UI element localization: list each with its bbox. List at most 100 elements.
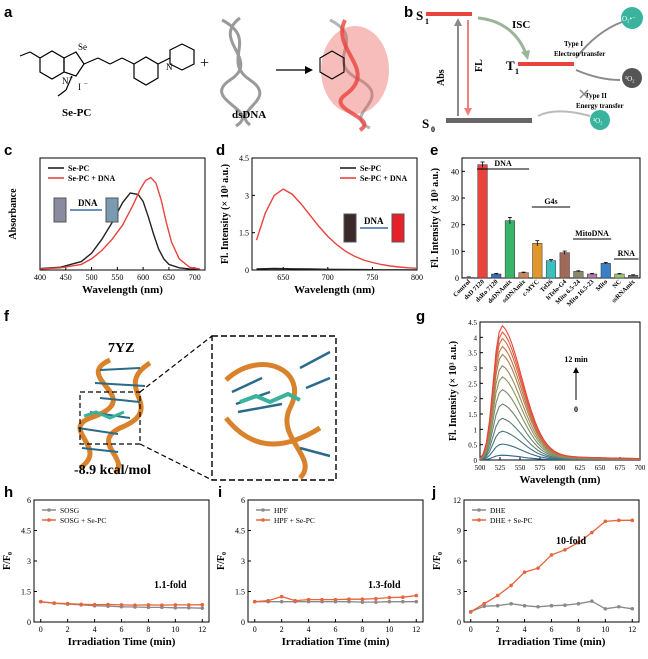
y-axis-label-i: F/F₀ bbox=[216, 552, 227, 570]
panel-label-j: j bbox=[432, 484, 437, 501]
x-tick-label-i: 4 bbox=[307, 625, 311, 634]
data-point-j bbox=[590, 530, 594, 535]
data-point-h bbox=[187, 603, 191, 607]
se-pc-structure bbox=[19, 43, 195, 97]
abs-arrowhead bbox=[454, 18, 462, 26]
bar-e bbox=[600, 263, 611, 279]
charge-plus: + bbox=[69, 74, 73, 82]
y-tick-label-h: 0 bbox=[27, 618, 31, 627]
panel-label-g: g bbox=[416, 308, 426, 325]
legend-label-h: SOSG + Se-PC bbox=[60, 516, 106, 525]
y-tick-label-d: 3 bbox=[245, 191, 249, 200]
y-tick-label-h: 3 bbox=[27, 557, 31, 566]
y-axis-label-d: Fl. Intensity (× 10³ a.u.) bbox=[220, 164, 231, 264]
data-point-h bbox=[92, 602, 97, 607]
spectrum-line-g bbox=[479, 376, 641, 460]
y-tick-label-e: 0 bbox=[455, 274, 459, 283]
x-tick-label-c: 500 bbox=[86, 273, 98, 282]
x-tick-label-i: 0 bbox=[253, 625, 257, 634]
s1-sub: 1 bbox=[425, 17, 429, 26]
y-tick-label-d: 4.5 bbox=[239, 154, 249, 163]
data-point-h bbox=[38, 599, 43, 604]
x-tick-label-g: 500 bbox=[475, 464, 486, 472]
y-tick-label-g: 4.5 bbox=[468, 319, 477, 327]
annotation-top-g: 12 min bbox=[564, 355, 588, 364]
group-label-e: RNA bbox=[618, 249, 636, 258]
y-tick-label-g: 0 bbox=[474, 457, 478, 465]
y-tick-label-h: 6 bbox=[27, 496, 31, 505]
x-tick-label-g: 575 bbox=[535, 464, 546, 472]
data-point-h bbox=[173, 603, 178, 607]
atom-n-plus: N bbox=[62, 76, 69, 86]
group-label-e: G4s bbox=[544, 197, 557, 206]
data-point-j bbox=[590, 599, 594, 603]
data-point-i bbox=[279, 599, 284, 604]
x-tick-label-h: 4 bbox=[93, 625, 97, 634]
panel-label-f: f bbox=[4, 308, 9, 325]
data-point-i bbox=[414, 599, 419, 604]
cuvette-before-icon bbox=[53, 197, 67, 223]
zoom-line-top bbox=[139, 335, 213, 393]
data-point-j bbox=[536, 566, 540, 570]
cross-mark bbox=[579, 89, 589, 99]
binding-energy: -8.9 kcal/mol bbox=[74, 463, 151, 478]
series-line-c bbox=[39, 192, 200, 270]
bar-e bbox=[559, 252, 570, 279]
x-tick-label-d: 750 bbox=[366, 273, 378, 282]
data-point-j bbox=[603, 519, 608, 524]
x-axis-label-d: Wavelength (nm) bbox=[294, 284, 375, 296]
series-line-c bbox=[39, 176, 200, 270]
x-tick-label-d: 800 bbox=[411, 273, 423, 282]
bar-e bbox=[491, 273, 502, 279]
panel-b-jablonski: S 1 S 0 T 1 Abs FL ISC Type I Electron t… bbox=[416, 7, 643, 134]
data-point-i bbox=[401, 595, 405, 599]
bar-e bbox=[518, 272, 529, 279]
x-tick-label-d: 650 bbox=[277, 273, 289, 282]
cuvette-after-icon bbox=[391, 213, 405, 243]
triplet-o2-icon bbox=[590, 110, 610, 130]
series-line-d bbox=[255, 188, 418, 269]
isc-arrowhead bbox=[521, 50, 530, 60]
reaction-arrowhead bbox=[305, 66, 313, 74]
y-tick-label-i: 3 bbox=[241, 557, 245, 566]
x-tick-label-j: 10 bbox=[601, 625, 609, 634]
type2-title: Type II bbox=[585, 92, 607, 100]
x-tick-label-i: 2 bbox=[280, 625, 284, 634]
s1-label: S bbox=[416, 8, 423, 23]
panel-label-a: a bbox=[4, 4, 13, 21]
legend-marker-j bbox=[477, 508, 481, 512]
x-tick-label-h: 0 bbox=[39, 625, 43, 634]
data-point-j bbox=[630, 606, 635, 611]
abs-label: Abs bbox=[436, 69, 447, 86]
bar-e bbox=[614, 273, 625, 279]
t1-level bbox=[518, 62, 574, 66]
x-axis-label-c: Wavelength (nm) bbox=[82, 284, 163, 296]
data-point-j bbox=[603, 606, 608, 611]
type1-arrow bbox=[575, 21, 623, 59]
pdb-label: 7YZ bbox=[108, 341, 134, 356]
legend-label-j: DHE + Se-PC bbox=[490, 516, 533, 525]
dsdna-icon bbox=[220, 16, 262, 128]
y-tick-label-j: 6 bbox=[457, 557, 461, 566]
y-tick-label-i: 6 bbox=[241, 496, 245, 505]
cuvette-before-icon bbox=[343, 213, 357, 243]
data-point-i bbox=[387, 595, 392, 600]
legend-label-c: Se-PC + DNA bbox=[68, 174, 115, 183]
data-point-h bbox=[65, 601, 70, 606]
annotation-bottom-g: 0 bbox=[574, 405, 578, 414]
y-tick-label-g: 1.5 bbox=[468, 411, 477, 419]
data-point-h bbox=[79, 602, 83, 607]
dna-structure-icon bbox=[77, 357, 152, 475]
y-tick-label-d: 1.5 bbox=[239, 229, 249, 238]
x-tick-label-c: 550 bbox=[111, 273, 123, 282]
inset-label-d: DNA bbox=[364, 216, 384, 226]
y-tick-label-e: 40 bbox=[451, 167, 459, 176]
y-tick-label-j: 0 bbox=[457, 618, 461, 627]
t1-label: T bbox=[506, 58, 515, 73]
fold-annotation-i: 1.3-fold bbox=[368, 580, 401, 591]
x-tick-label-c: 650 bbox=[163, 273, 175, 282]
atom-n-right: N bbox=[166, 62, 173, 72]
legend-marker-j bbox=[477, 518, 481, 522]
panel-label-c: c bbox=[4, 142, 13, 159]
superoxide-icon bbox=[621, 7, 643, 29]
